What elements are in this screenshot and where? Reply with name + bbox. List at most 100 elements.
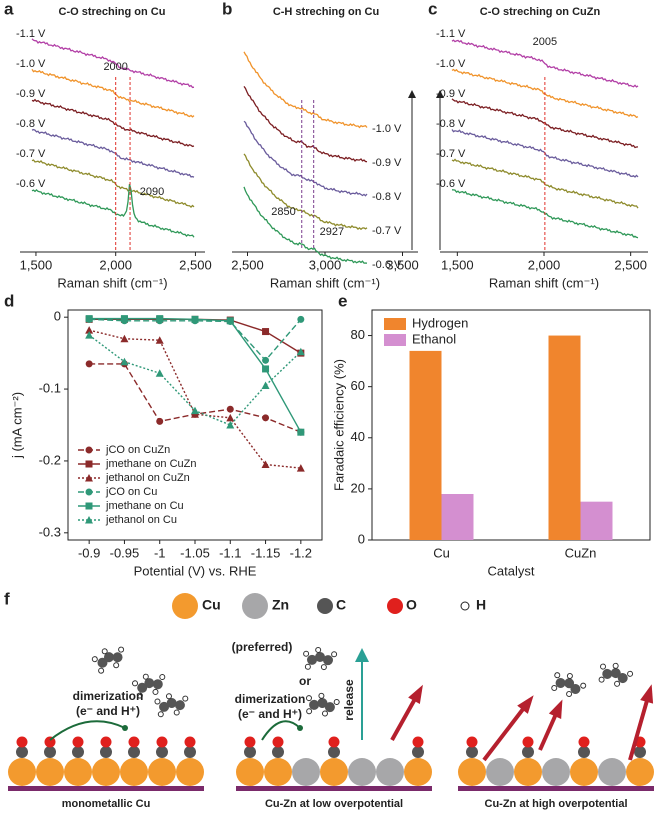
- marker: [261, 381, 270, 389]
- atom: [554, 672, 561, 679]
- spectrum: [31, 98, 195, 148]
- atom: [610, 668, 621, 679]
- atom: [103, 652, 114, 663]
- legend-label: jethanol on CuZn: [105, 472, 190, 484]
- atom: [376, 758, 404, 786]
- atom: [97, 657, 108, 668]
- peak-label: 2927: [320, 226, 344, 238]
- legend-marker: [85, 516, 93, 524]
- note: release: [342, 679, 356, 721]
- arrow: [49, 720, 126, 741]
- atom: [44, 746, 56, 758]
- legend-marker: [85, 446, 93, 454]
- atom: [303, 650, 310, 657]
- atom: [522, 736, 534, 748]
- series-line: [89, 318, 302, 354]
- x-tick-label: 2,000: [99, 257, 132, 272]
- molecule: [551, 672, 587, 697]
- atom: [72, 746, 84, 758]
- arrow-head: [436, 90, 444, 98]
- atom: [514, 758, 542, 786]
- legend-marker: [85, 502, 93, 510]
- note: (preferred): [232, 640, 293, 654]
- atom: [331, 651, 338, 658]
- arrow-head: [640, 684, 654, 704]
- legend-marker: [85, 474, 93, 482]
- marker: [296, 464, 305, 472]
- series-label: -0.6 V: [436, 178, 466, 190]
- legend-marker: [85, 460, 93, 468]
- y-axis-label: j (mA cm⁻²): [9, 392, 24, 459]
- marker: [262, 356, 270, 364]
- atom: [304, 663, 311, 670]
- atom: [317, 698, 328, 709]
- red-arrow: [482, 698, 532, 762]
- arrow-head: [517, 695, 534, 714]
- peak-label: 2850: [271, 206, 295, 218]
- x-tick-label: 2,500: [614, 257, 647, 272]
- atom: [333, 699, 340, 706]
- atom: [72, 736, 84, 748]
- x-tick-label: Cu: [433, 545, 450, 560]
- spectrum: [31, 38, 195, 89]
- atom: [8, 758, 36, 786]
- legend-label: H: [476, 597, 486, 613]
- series-label: -1.0 V: [372, 123, 402, 135]
- caption: monometallic Cu: [62, 798, 151, 810]
- molecule: [132, 673, 166, 699]
- marker: [85, 315, 93, 323]
- legend-label: jCO on Cu: [105, 486, 157, 498]
- legend-atom: [317, 598, 333, 614]
- series-label: -0.9 V: [436, 88, 466, 100]
- atom: [16, 746, 28, 758]
- series-label: -1.0 V: [436, 58, 466, 70]
- y-tick-label: 40: [351, 429, 365, 444]
- atom: [580, 682, 587, 689]
- legend-atom: [460, 601, 470, 611]
- atom: [321, 710, 328, 717]
- note: dimerization: [73, 689, 144, 703]
- series-label: -0.8 V: [372, 191, 402, 203]
- series-label: -0.7 V: [436, 148, 466, 160]
- y-tick-label: 0: [358, 531, 365, 546]
- peak-label: 2090: [140, 186, 164, 198]
- atom: [614, 680, 621, 687]
- x-tick-label: -1.1: [219, 545, 241, 560]
- legend-label: Zn: [272, 597, 289, 613]
- atom: [165, 693, 172, 700]
- bar: [409, 350, 442, 540]
- atom: [184, 736, 196, 748]
- atom: [118, 646, 125, 653]
- marker: [226, 421, 235, 429]
- spectrum: [243, 51, 368, 129]
- atom: [320, 758, 348, 786]
- atom: [156, 736, 168, 748]
- series-label: -0.6 V: [372, 259, 402, 271]
- spectrum: [243, 153, 368, 231]
- marker: [226, 405, 234, 413]
- peak-label: 2000: [103, 61, 127, 73]
- series-label: -1.1 V: [436, 28, 466, 40]
- atom: [100, 746, 112, 758]
- atom: [159, 701, 170, 712]
- molecule: [91, 646, 125, 674]
- y-tick-label: 20: [351, 480, 365, 495]
- legend-atom: [242, 593, 268, 619]
- legend-label: Cu: [202, 597, 221, 613]
- panel-label: d: [4, 291, 14, 310]
- arrow-head: [355, 648, 369, 662]
- note: (e⁻ and H⁺): [238, 707, 302, 721]
- chart-title: C-O streching on Cu: [59, 6, 166, 18]
- panel-label: b: [222, 0, 232, 18]
- series-line: [89, 318, 302, 362]
- y-axis-label: Faradaic efficiency (%): [331, 359, 346, 491]
- legend-label: jmethane on Cu: [105, 500, 184, 512]
- arrow-head: [122, 725, 128, 731]
- marker: [85, 326, 94, 334]
- y-tick-label: 0: [54, 309, 61, 324]
- y-tick-label: -0.2: [39, 452, 61, 467]
- series-label: -1.1 V: [16, 28, 46, 40]
- marker: [261, 460, 270, 469]
- x-tick-label: CuZn: [565, 545, 597, 560]
- spectrum: [243, 186, 368, 264]
